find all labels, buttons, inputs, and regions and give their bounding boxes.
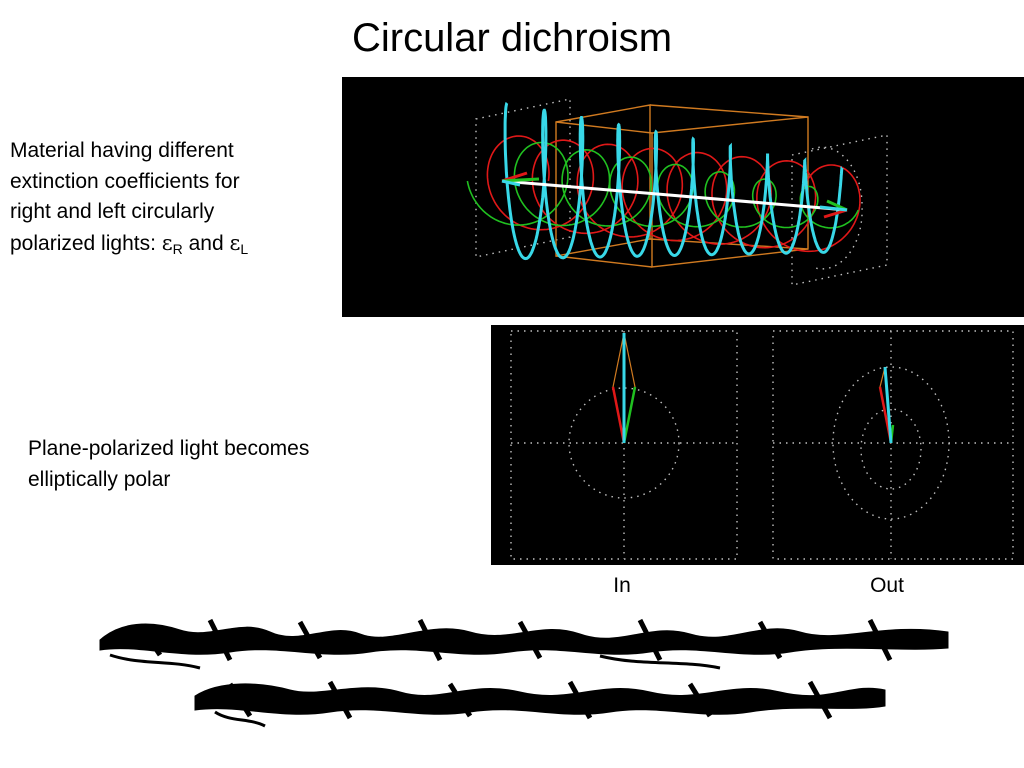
entry-plane (475, 98, 571, 258)
out-inner-ellipse (860, 408, 922, 490)
polarization-panels (491, 325, 1024, 565)
in-dotted-circle (568, 387, 680, 499)
out-dotted-ellipse (832, 366, 950, 520)
propagation-axis (501, 179, 848, 212)
epsilon-symbol: ε (161, 230, 173, 255)
garbled-equation-row-2 (194, 680, 886, 728)
epsilon-symbol: ε (229, 230, 241, 255)
red-vector-end (823, 208, 848, 219)
description-line-prefix: polarized lights: (10, 231, 162, 255)
helix-figure (466, 98, 888, 286)
conjunction-text: and (182, 231, 230, 255)
subscript-left: L (240, 240, 249, 257)
garbled-equation-row-1 (99, 618, 949, 670)
red-helix (486, 135, 861, 253)
green-helix (466, 141, 859, 229)
cyan-helix (503, 101, 844, 261)
caption-out: Out (870, 574, 904, 597)
polarization-figure (510, 330, 1014, 560)
in-red-vector (611, 386, 626, 444)
cyan-vector-start (501, 179, 521, 187)
subscript-right: R (172, 240, 183, 257)
in-green-vector (622, 386, 637, 444)
description-plane-polarized: Plane-polarized light becomes elliptical… (28, 434, 388, 495)
description-circular-dichroism: Material having different extinction coe… (10, 136, 330, 259)
description-line-with-symbols: polarized lights: εR and εL (10, 228, 330, 260)
description-line: extinction coefficients for (10, 169, 240, 193)
helix-visualization (342, 77, 1024, 317)
green-vector-start (501, 177, 540, 183)
slide-title: Circular dichroism (351, 16, 673, 60)
description-line: Plane-polarized light becomes (28, 437, 310, 460)
cyan-vector-end (819, 205, 848, 212)
description-line: Material having different (10, 139, 234, 162)
description-line: right and left circularly (10, 200, 215, 223)
caption-in: In (613, 574, 631, 597)
description-line: elliptically polar (28, 467, 171, 491)
out-cyan-vector (883, 366, 893, 444)
